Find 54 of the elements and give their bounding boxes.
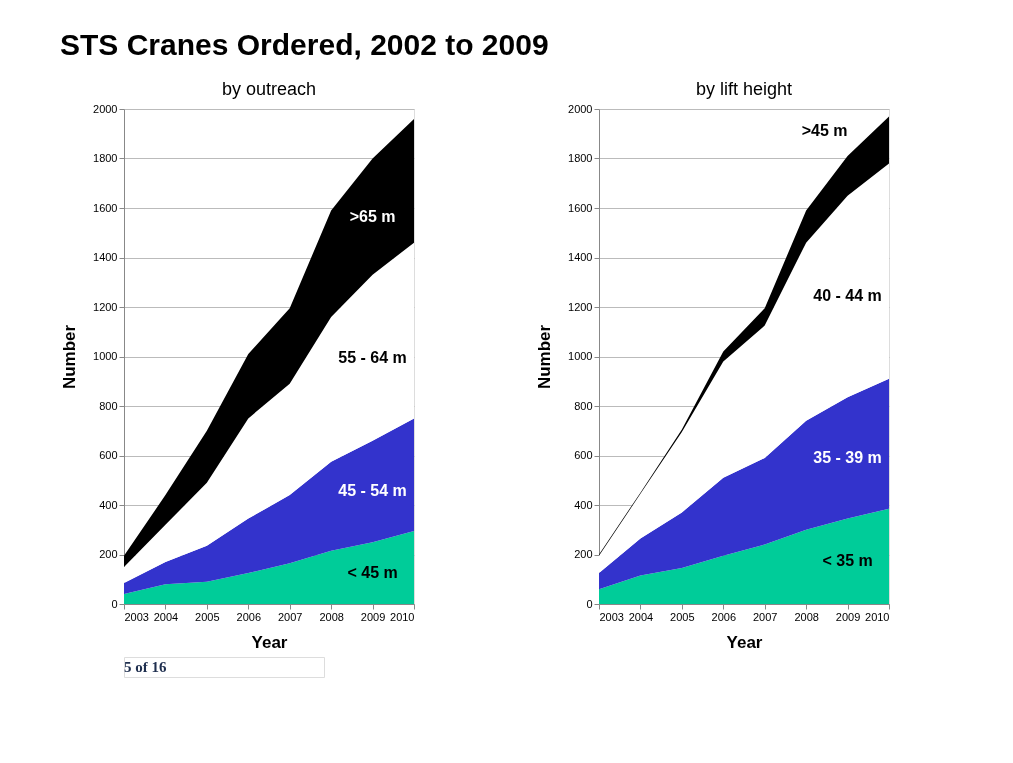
series-label: >45 m bbox=[801, 122, 848, 140]
y-tick-label: 1400 bbox=[568, 251, 593, 263]
x-tick-label: 2010 bbox=[865, 610, 890, 623]
y-tick-label: 1600 bbox=[93, 201, 118, 214]
y-tick-label: 1200 bbox=[93, 300, 118, 313]
series-label: 55 - 64 m bbox=[338, 348, 407, 366]
y-tick-label: 1400 bbox=[93, 251, 118, 263]
x-axis-title: Year bbox=[726, 632, 763, 652]
y-tick-label: 1000 bbox=[568, 350, 593, 362]
x-tick-label: 2005 bbox=[670, 610, 695, 623]
x-tick-label: 2005 bbox=[195, 610, 220, 623]
chart-title: STS Cranes Ordered, 2002 to 2009 bbox=[60, 27, 549, 61]
x-tick-label: 2003 bbox=[124, 610, 149, 623]
y-tick-label: 400 bbox=[574, 498, 593, 511]
y-tick-label: 0 bbox=[586, 597, 593, 610]
x-tick-label: 2004 bbox=[153, 610, 179, 623]
series-label: 40 - 44 m bbox=[813, 287, 882, 305]
chart-subtitle: by outreach bbox=[221, 79, 317, 99]
y-tick-label: 1000 bbox=[93, 350, 118, 362]
series-label: 45 - 54 m bbox=[338, 482, 407, 500]
series-label: 35 - 39 m bbox=[813, 448, 882, 466]
x-tick-label: 2009 bbox=[835, 610, 861, 623]
x-tick-label: 2006 bbox=[236, 610, 262, 623]
y-tick-label: 1200 bbox=[568, 300, 593, 313]
x-tick-label: 2004 bbox=[628, 610, 654, 623]
series-label: < 35 m bbox=[822, 552, 873, 570]
y-tick-label: 2000 bbox=[93, 102, 118, 115]
x-tick-label: 2008 bbox=[319, 610, 344, 623]
x-axis-title: Year bbox=[251, 632, 288, 652]
y-tick-label: 0 bbox=[111, 597, 118, 610]
y-tick-label: 2000 bbox=[568, 102, 593, 115]
y-tick-label: 200 bbox=[99, 548, 118, 560]
x-tick-label: 2007 bbox=[277, 610, 303, 623]
y-tick-label: 1800 bbox=[568, 152, 593, 164]
series-label: >65 m bbox=[349, 207, 396, 225]
x-tick-label: 2007 bbox=[752, 610, 778, 623]
y-axis-title: Number bbox=[535, 324, 555, 390]
y-tick-label: 400 bbox=[99, 498, 118, 511]
y-tick-label: 200 bbox=[574, 548, 593, 560]
text: 5 of 16 bbox=[124, 659, 167, 675]
x-tick-label: 2008 bbox=[794, 610, 819, 623]
y-tick-label: 800 bbox=[574, 399, 593, 412]
x-tick-label: 2009 bbox=[360, 610, 386, 623]
x-tick-label: 2003 bbox=[599, 610, 624, 623]
x-tick-label: 2006 bbox=[711, 610, 737, 623]
x-tick-label: 2010 bbox=[390, 610, 415, 623]
y-tick-label: 1800 bbox=[93, 152, 118, 164]
y-tick-label: 1600 bbox=[568, 201, 593, 214]
y-tick-label: 600 bbox=[99, 449, 118, 461]
y-tick-label: 600 bbox=[574, 449, 593, 461]
y-axis-title: Number bbox=[60, 324, 80, 390]
series-label: < 45 m bbox=[347, 564, 398, 582]
y-tick-label: 800 bbox=[99, 399, 118, 412]
chart-subtitle: by lift height bbox=[695, 79, 793, 99]
